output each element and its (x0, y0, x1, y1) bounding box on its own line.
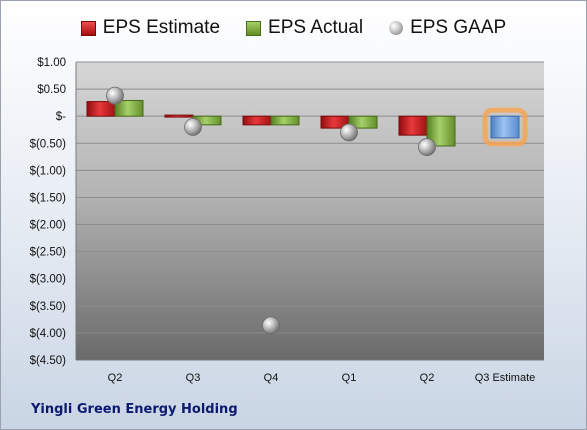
x-tick-label: Q3 (186, 372, 201, 384)
y-tick-label: $(2.50) (30, 247, 67, 259)
y-tick-label: $(3.00) (30, 274, 67, 286)
bar-estimate-projected (490, 115, 520, 139)
legend-item-gaap: EPS GAAP (389, 17, 506, 39)
projection-glow (482, 107, 528, 147)
legend: EPS Estimate EPS Actual EPS GAAP (0, 14, 587, 42)
y-tick-label: $(4.00) (30, 328, 67, 340)
plot-area (76, 62, 544, 360)
company-name: Yingli Green Energy Holding (31, 402, 238, 417)
data-marks (86, 86, 528, 335)
x-tick-label: Q4 (264, 372, 279, 384)
bar-eps-actual (114, 99, 144, 117)
y-tick-label: $1.00 (37, 57, 66, 69)
point-eps-gaap (106, 86, 124, 105)
axes: $1.00 $0.50 $- $(0.50) $(1.00) $(1.50) $(2.00)… (30, 57, 544, 384)
bar-eps-estimate (86, 101, 116, 117)
legend-label-actual: EPS Actual (268, 17, 364, 38)
legend-label-estimate: EPS Estimate (102, 17, 221, 38)
y-tick-label: $(1.50) (30, 192, 67, 204)
bar-eps-actual (348, 115, 378, 129)
y-tick-label: $0.50 (37, 84, 66, 96)
legend-label-gaap: EPS GAAP (410, 17, 507, 38)
y-tick-label: $(2.00) (30, 220, 67, 232)
point-eps-gaap (418, 138, 436, 156)
bar-eps-actual (270, 115, 300, 126)
x-tick-label: Q2 (108, 372, 123, 384)
point-eps-gaap (262, 316, 280, 335)
y-tick-label: $(1.00) (30, 165, 67, 177)
y-tick-label: $(0.50) (30, 138, 67, 150)
legend-swatch-gaap (389, 21, 404, 35)
bar-eps-estimate (398, 115, 428, 136)
x-tick-label: Q2 (420, 372, 435, 384)
bar-eps-estimate (164, 114, 194, 118)
y-tick-label: $(4.50) (30, 355, 67, 367)
legend-item-estimate: EPS Estimate (80, 17, 221, 39)
point-eps-gaap (184, 118, 202, 136)
y-tick-label: $(3.50) (30, 301, 67, 313)
legend-swatch-actual (246, 20, 262, 36)
bar-eps-estimate (242, 115, 272, 126)
legend-swatch-estimate (80, 20, 96, 36)
x-tick-label: Q1 (342, 372, 357, 384)
x-tick-label: Q3 Estimate (475, 372, 536, 384)
point-eps-gaap (340, 123, 358, 142)
y-tick-label: $- (56, 111, 66, 123)
legend-item-actual: EPS Actual (246, 17, 363, 39)
